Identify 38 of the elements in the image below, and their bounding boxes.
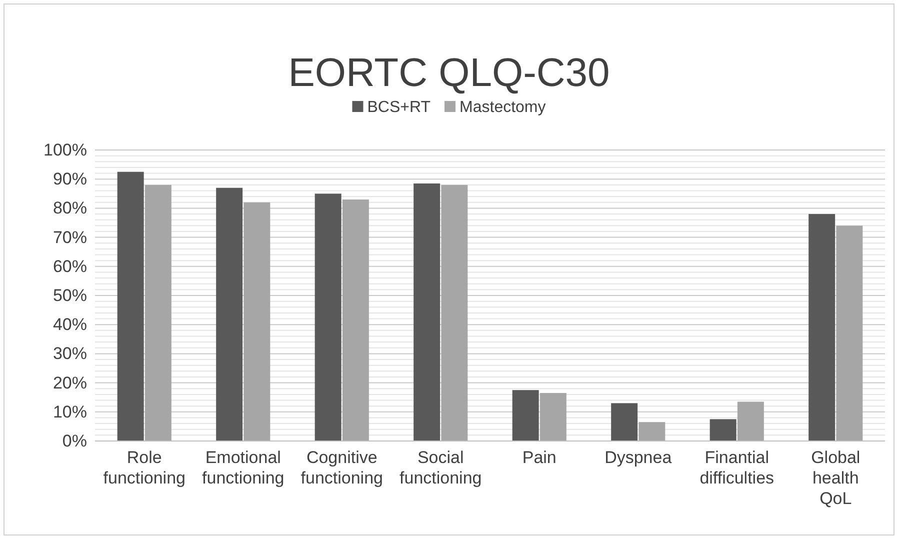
bar (710, 419, 736, 441)
x-tick-label: Pain (522, 448, 556, 468)
legend-label: Mastectomy (460, 99, 546, 116)
bar (611, 403, 638, 441)
y-tick-label: 20% (52, 373, 87, 392)
y-tick-label: 30% (52, 344, 87, 364)
y-tick-label: 50% (52, 286, 87, 305)
bar (414, 183, 440, 441)
bar (512, 390, 539, 441)
y-tick-label: 90% (52, 170, 87, 189)
x-tick-label: Global health QoL (811, 448, 860, 508)
x-tick-label: Dyspnea (604, 448, 672, 468)
x-tick-label: Role functioning (103, 448, 186, 488)
x-tick-label: Cognitive functioning (300, 448, 383, 488)
bar (441, 184, 468, 441)
bar (638, 422, 666, 441)
legend-label: BCS+RT (367, 99, 431, 116)
x-tick-label: Emotional functioning (202, 448, 284, 488)
bar (808, 214, 836, 441)
bar (144, 184, 172, 441)
x-tick-label: Social functioning (400, 448, 482, 488)
y-tick-label: 0% (62, 431, 87, 450)
y-tick-label: 100% (44, 140, 87, 160)
y-tick-label: 60% (52, 256, 87, 276)
bar (737, 402, 764, 441)
y-tick-label: 40% (52, 315, 87, 334)
y-tick-label: 10% (52, 402, 87, 422)
bar (314, 194, 342, 441)
bar (117, 172, 144, 441)
bar (540, 392, 566, 441)
x-tick-label: Finantial difficulties (700, 448, 774, 488)
bar (216, 188, 243, 441)
bar (342, 199, 369, 441)
y-tick-label: 80% (52, 198, 87, 218)
bar (836, 226, 863, 441)
chart-title: EORTC QLQ-C30 (288, 51, 610, 95)
y-tick-label: 70% (52, 228, 87, 247)
bar (244, 202, 270, 441)
